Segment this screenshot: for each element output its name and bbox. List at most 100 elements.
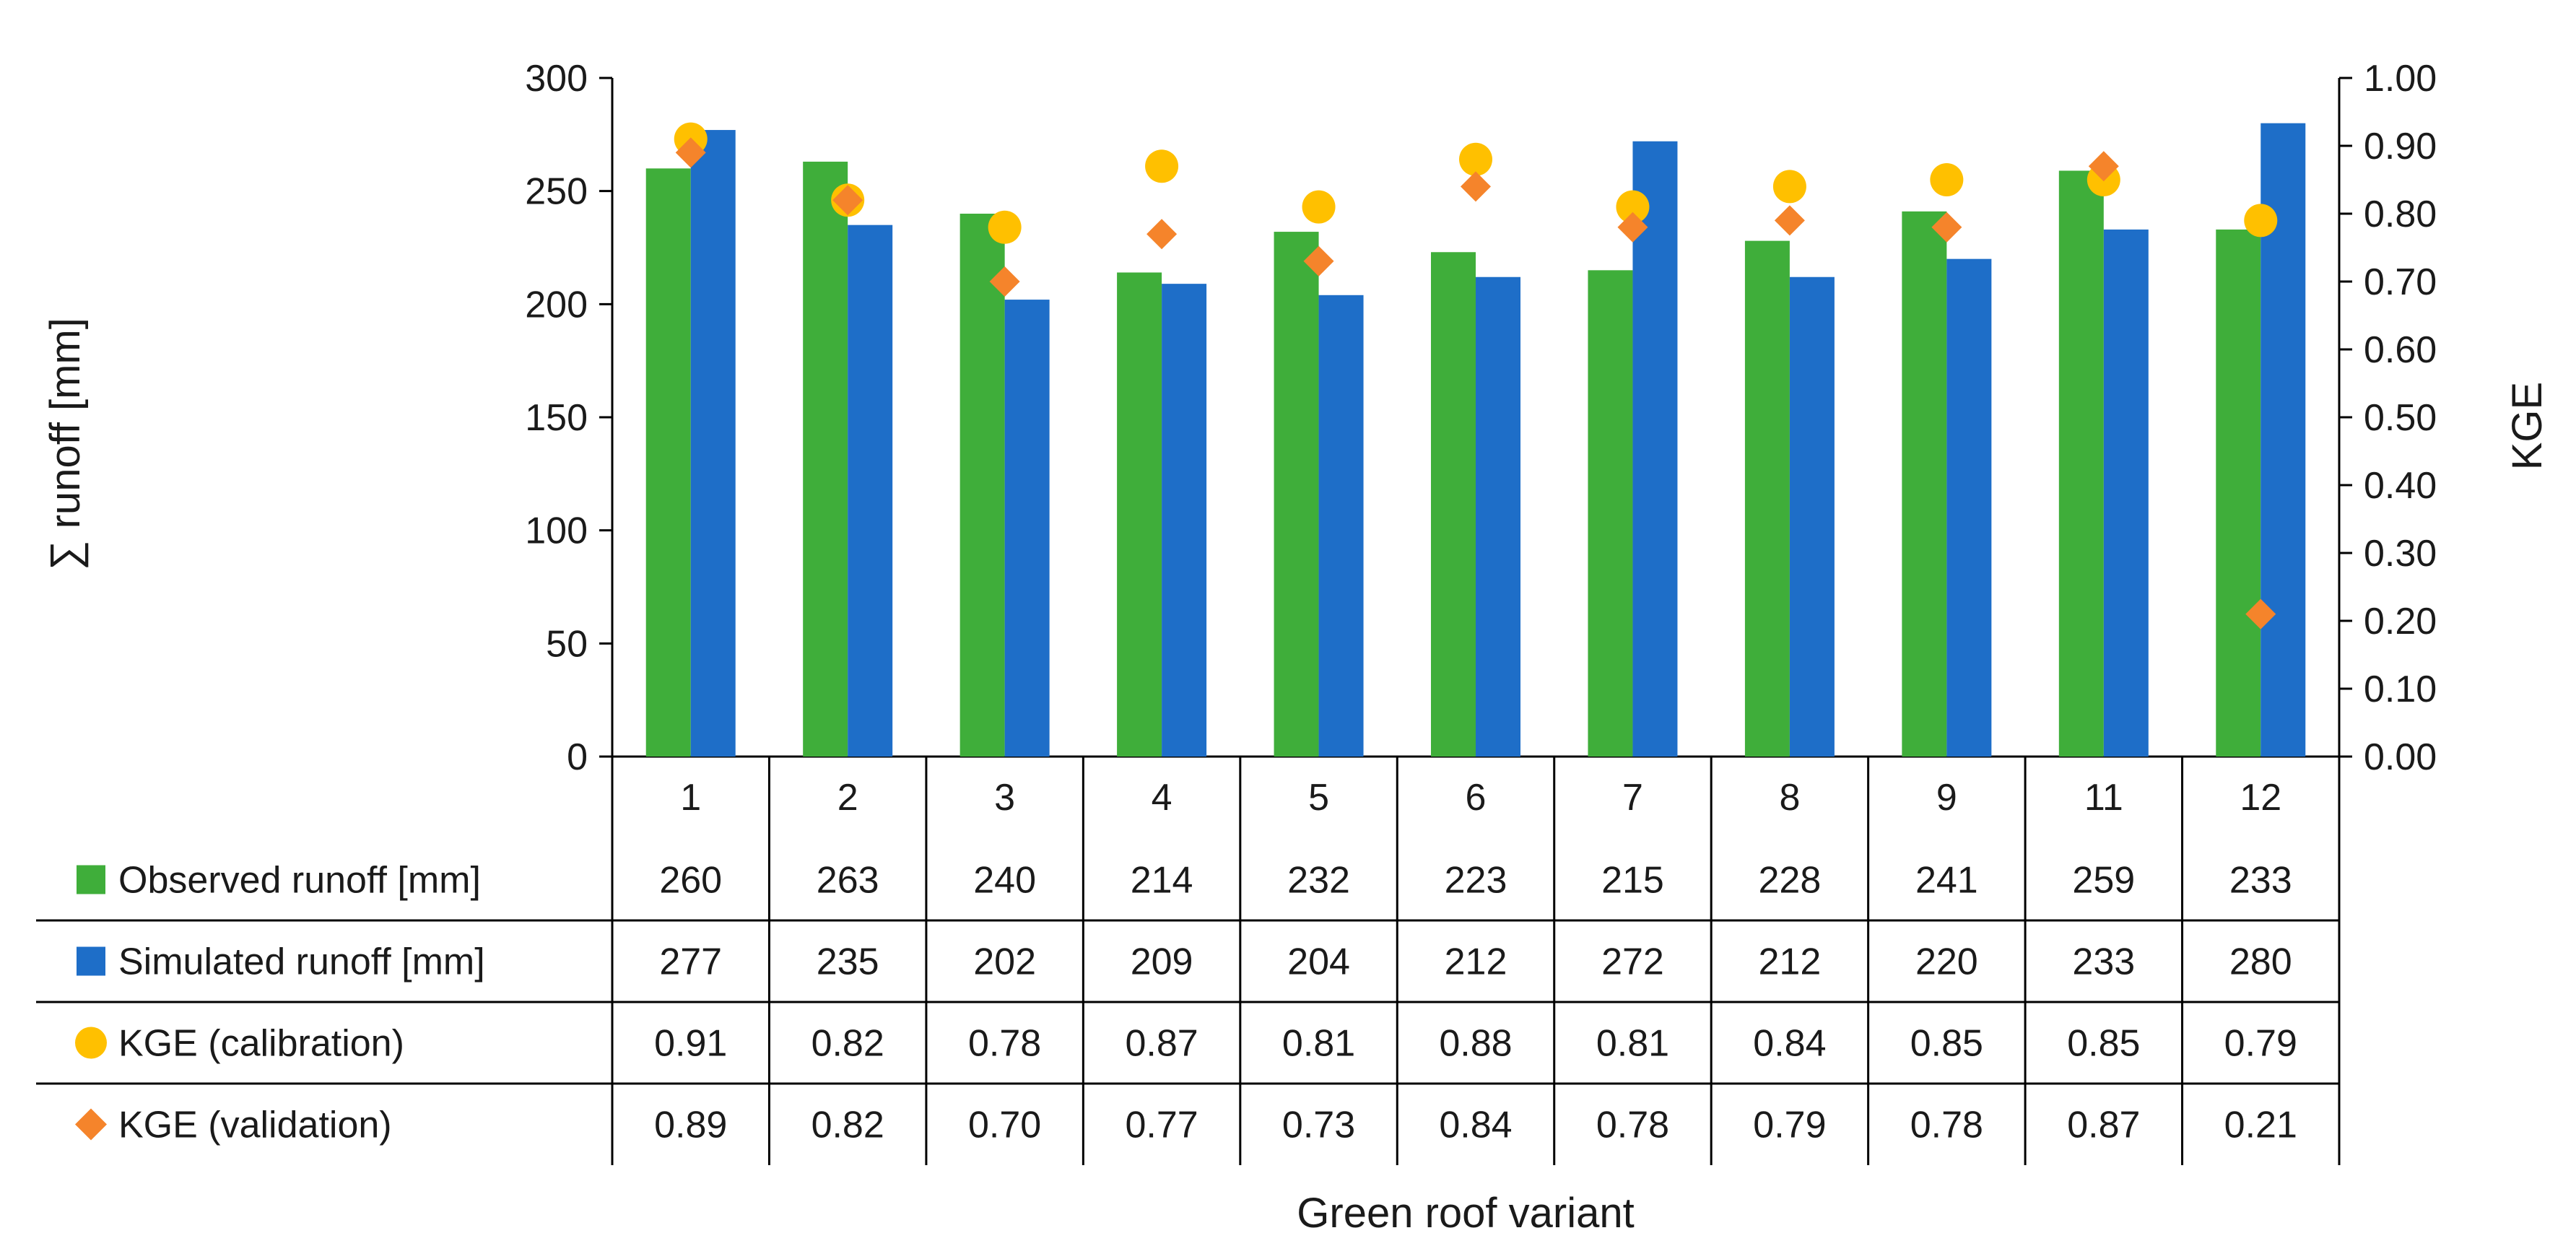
kge-validation-point [1931,212,1962,243]
kge-validation-point [1774,205,1805,236]
table-cell-value: 272 [1601,941,1664,983]
table-cell-value: 0.82 [811,1105,884,1146]
y2-tick-label: 0.90 [2364,126,2437,167]
x-category-label: 2 [837,777,858,819]
simulated-runoff-bar [1318,295,1364,757]
chart-marks: 0 50 100 150 200 250 300 0.00 0.10 0.20 0.30 0.40 0.… [36,58,2437,1165]
observed-runoff-bar [645,168,691,757]
y-tick-label: 150 [525,397,588,439]
legend-series-name: Observed runoff [mm] [118,860,481,902]
x-category-label: 5 [1308,777,1329,819]
y-tick-label: 200 [525,284,588,326]
y-tick-label: 300 [525,58,588,100]
kge-calibration-point [1772,170,1806,204]
observed-runoff-bar [803,161,848,757]
table-cell-value: 0.85 [2067,1023,2140,1065]
simulated-runoff-bar [690,130,736,757]
observed-runoff-bar [1744,240,1790,757]
simulated-runoff-bar [848,225,893,757]
y2-tick-label: 0.20 [2364,601,2437,642]
table-cell-value: 0.78 [968,1023,1041,1065]
kge-calibration-point [1616,190,1650,224]
observed-runoff-bar [1274,232,1319,757]
table-cell-value: 260 [659,860,722,902]
table-cell-value: 0.84 [1439,1105,1512,1146]
legend-key-square [77,946,105,976]
kge-validation-point [1617,212,1648,243]
table-cell-value: 232 [1287,860,1350,902]
y-tick-label: 50 [546,623,588,665]
simulated-runoff-bar [1789,276,1835,757]
observed-runoff-bar [1588,270,1633,757]
x-category-label: 8 [1779,777,1800,819]
table-cell-value: 263 [817,860,879,902]
y-tick-label: 0 [567,736,588,778]
legend-series-name: Simulated runoff [mm] [118,941,485,983]
observed-runoff-bar [960,214,1005,757]
observed-runoff-bar [2216,229,2261,757]
x-axis-label: Green roof variant [1297,1190,1634,1237]
x-category-label: 11 [2084,777,2123,819]
table-cell-value: 214 [1131,860,1193,902]
table-cell-value: 0.81 [1596,1023,1669,1065]
table-cell-value: 0.85 [1910,1023,1983,1065]
table-cell-value: 0.73 [1282,1105,1355,1146]
table-cell-value: 0.88 [1439,1023,1512,1065]
kge-validation-point [2245,598,2276,630]
table-cell-value: 0.87 [2067,1105,2140,1146]
kge-calibration-point [988,210,1022,244]
observed-runoff-bar [2058,170,2104,757]
y2-tick-label: 0.50 [2364,397,2437,439]
x-category-label: 4 [1152,777,1172,819]
table-cell-value: 0.82 [811,1023,884,1065]
y-axis-label: ∑ runoff [mm] [42,318,89,570]
observed-runoff-bar [1431,252,1476,757]
table-cell-value: 259 [2072,860,2135,902]
y2-tick-label: 0.00 [2364,736,2437,778]
table-cell-value: 0.81 [1282,1023,1355,1065]
y2-tick-label: 0.40 [2364,465,2437,507]
table-cell-value: 280 [2229,941,2292,983]
y2-tick-label: 0.30 [2364,533,2437,575]
y2-tick-label: 1.00 [2364,58,2437,100]
table-cell-value: 0.91 [654,1023,727,1065]
y-tick-label: 100 [525,510,588,552]
table-cell-value: 223 [1445,860,1507,902]
legend-series-name: KGE (calibration) [118,1023,404,1065]
kge-calibration-point [1930,163,1964,196]
table-cell-value: 0.78 [1910,1105,1983,1146]
legend-key-diamond [75,1108,107,1141]
table-cell-value: 220 [1915,941,1978,983]
table-cell-value: 0.89 [654,1105,727,1146]
table-cell-value: 0.77 [1125,1105,1198,1146]
legend-series-name: KGE (validation) [118,1105,392,1146]
simulated-runoff-bar [2103,229,2149,757]
x-category-label: 3 [994,777,1015,819]
simulated-runoff-bar [1632,141,1678,757]
kge-calibration-point [1145,149,1179,183]
kge-calibration-point [1459,142,1492,176]
y2-tick-label: 0.60 [2364,329,2437,371]
table-cell-value: 233 [2072,941,2135,983]
table-cell-value: 215 [1601,860,1664,902]
table-cell-value: 209 [1131,941,1193,983]
table-cell-value: 0.21 [2224,1105,2297,1146]
table-cell-value: 202 [973,941,1036,983]
observed-runoff-bar [1902,211,1947,757]
table-cell-value: 235 [817,941,879,983]
table-cell-value: 0.87 [1125,1023,1198,1065]
table-cell-value: 0.70 [968,1105,1041,1146]
table-cell-value: 204 [1287,941,1350,983]
kge-validation-point [832,185,863,216]
table-cell-value: 0.84 [1753,1023,1826,1065]
x-category-label: 7 [1622,777,1643,819]
legend-key-square [77,865,105,894]
table-cell-value: 233 [2229,860,2292,902]
kge-calibration-point [2244,204,2278,238]
y2-tick-label: 0.70 [2364,261,2437,303]
x-category-label: 6 [1466,777,1487,819]
y2-tick-label: 0.10 [2364,668,2437,710]
kge-validation-point [1303,245,1334,276]
x-category-label: 1 [680,777,701,819]
y2-tick-label: 0.80 [2364,193,2437,235]
